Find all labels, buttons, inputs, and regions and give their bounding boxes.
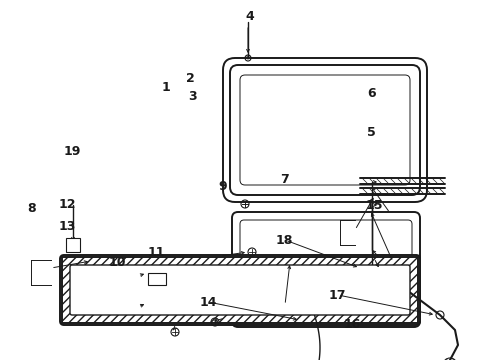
Text: 6: 6 [366,87,375,100]
Text: 8: 8 [27,202,36,215]
Text: 9: 9 [218,180,226,193]
Text: 7: 7 [280,173,288,186]
FancyBboxPatch shape [240,220,411,319]
Text: 19: 19 [63,145,81,158]
Text: 1: 1 [162,81,170,94]
Text: 4: 4 [244,10,253,23]
Text: 15: 15 [365,199,382,212]
Text: 3: 3 [187,90,196,103]
FancyBboxPatch shape [231,212,419,327]
Text: 18: 18 [275,234,293,247]
Bar [66,238,80,252]
Bar [148,273,165,285]
Text: 16: 16 [343,318,360,330]
Circle shape [360,268,364,272]
Text: 13: 13 [59,220,76,233]
FancyBboxPatch shape [60,255,419,325]
FancyBboxPatch shape [240,75,409,185]
Text: 5: 5 [366,126,375,139]
Text: 11: 11 [147,246,165,258]
Text: 17: 17 [328,289,346,302]
FancyBboxPatch shape [70,265,409,315]
FancyBboxPatch shape [229,65,419,195]
FancyBboxPatch shape [223,58,426,202]
Polygon shape [62,257,417,323]
Text: 2: 2 [186,72,195,85]
Text: 12: 12 [59,198,76,211]
Text: 14: 14 [199,296,216,309]
Text: 10: 10 [108,256,126,269]
